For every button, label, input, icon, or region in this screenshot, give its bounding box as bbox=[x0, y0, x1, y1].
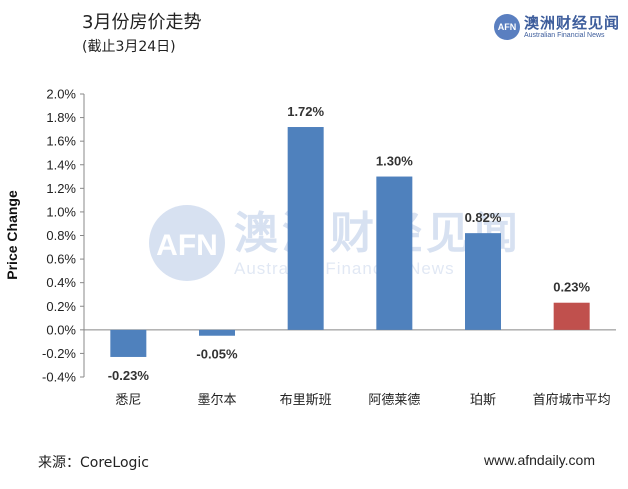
y-axis-label: Price Change bbox=[4, 190, 20, 280]
y-tick-label: 1.4% bbox=[46, 157, 76, 172]
data-label: 1.30% bbox=[376, 154, 413, 169]
y-tick-label: 0.2% bbox=[46, 299, 76, 314]
y-tick-label: -0.4% bbox=[42, 370, 76, 385]
bar bbox=[376, 176, 413, 330]
watermark-name-en: Australian Financial News bbox=[234, 259, 455, 278]
category-labels: 悉尼 墨尔本 布里斯班 阿德莱德 珀斯 首府城市平均 bbox=[115, 392, 610, 408]
bar bbox=[287, 127, 324, 330]
category-label: 悉尼 bbox=[115, 393, 141, 408]
watermark-badge-text: AFN bbox=[156, 229, 218, 262]
category-label: 阿德莱德 bbox=[368, 393, 420, 408]
category-label: 首府城市平均 bbox=[533, 392, 611, 408]
data-labels: -0.23% -0.05% 1.72% 1.30% 0.82% 0.23% bbox=[108, 104, 591, 383]
y-tick-label: 0.4% bbox=[46, 275, 76, 290]
site-url: www.afndaily.com bbox=[484, 452, 596, 468]
bar bbox=[110, 329, 147, 357]
data-label: -0.05% bbox=[196, 347, 238, 362]
bar bbox=[199, 329, 235, 336]
source-note: 来源：CoreLogic bbox=[38, 455, 149, 471]
y-tick-label: 0.0% bbox=[46, 322, 76, 337]
bars bbox=[110, 127, 590, 357]
data-label: 1.72% bbox=[287, 104, 324, 119]
data-label: 0.82% bbox=[465, 210, 502, 225]
afn-logo: AFN 澳洲财经见闻 Australian Financial News bbox=[494, 12, 622, 44]
category-label: 墨尔本 bbox=[197, 393, 236, 408]
y-axis-ticks: 2.0% 1.8% 1.6% 1.4% 1.2% 1.0% 0.8% 0.6% 0.4% 0.2%… bbox=[42, 87, 84, 385]
logo-name-cn: 澳洲财经见闻 bbox=[524, 14, 621, 32]
bar bbox=[465, 233, 501, 330]
bar bbox=[553, 302, 590, 330]
y-tick-label: 1.0% bbox=[46, 204, 76, 219]
data-label: 0.23% bbox=[553, 280, 590, 295]
watermark-badge-icon bbox=[149, 205, 225, 281]
data-label: -0.23% bbox=[108, 368, 150, 383]
y-tick-label: 1.6% bbox=[46, 134, 76, 149]
afn-logo-icon: AFN bbox=[494, 14, 520, 40]
category-label: 珀斯 bbox=[470, 393, 496, 408]
y-tick-label: 0.6% bbox=[46, 252, 76, 267]
y-tick-label: 1.8% bbox=[46, 110, 76, 125]
logo-name-en: Australian Financial News bbox=[524, 32, 605, 39]
y-tick-label: 1.2% bbox=[46, 181, 76, 196]
chart-subtitle: (截止3月24日) bbox=[82, 39, 176, 55]
y-tick-label: -0.2% bbox=[42, 346, 76, 361]
y-tick-label: 2.0% bbox=[46, 87, 76, 102]
chart-title: 3月份房价走势 bbox=[82, 12, 202, 33]
y-tick-label: 0.8% bbox=[46, 228, 76, 243]
category-label: 布里斯班 bbox=[280, 393, 332, 408]
